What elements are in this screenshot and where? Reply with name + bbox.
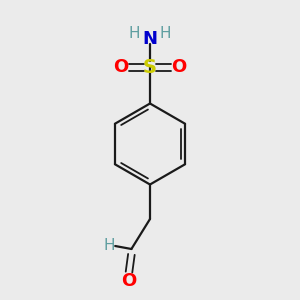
Text: N: N [142, 30, 158, 48]
Text: S: S [143, 58, 157, 77]
Text: O: O [113, 58, 128, 76]
Text: H: H [129, 26, 140, 41]
Text: H: H [160, 26, 171, 41]
Text: O: O [122, 272, 136, 290]
Text: O: O [172, 58, 187, 76]
Text: H: H [104, 238, 115, 253]
